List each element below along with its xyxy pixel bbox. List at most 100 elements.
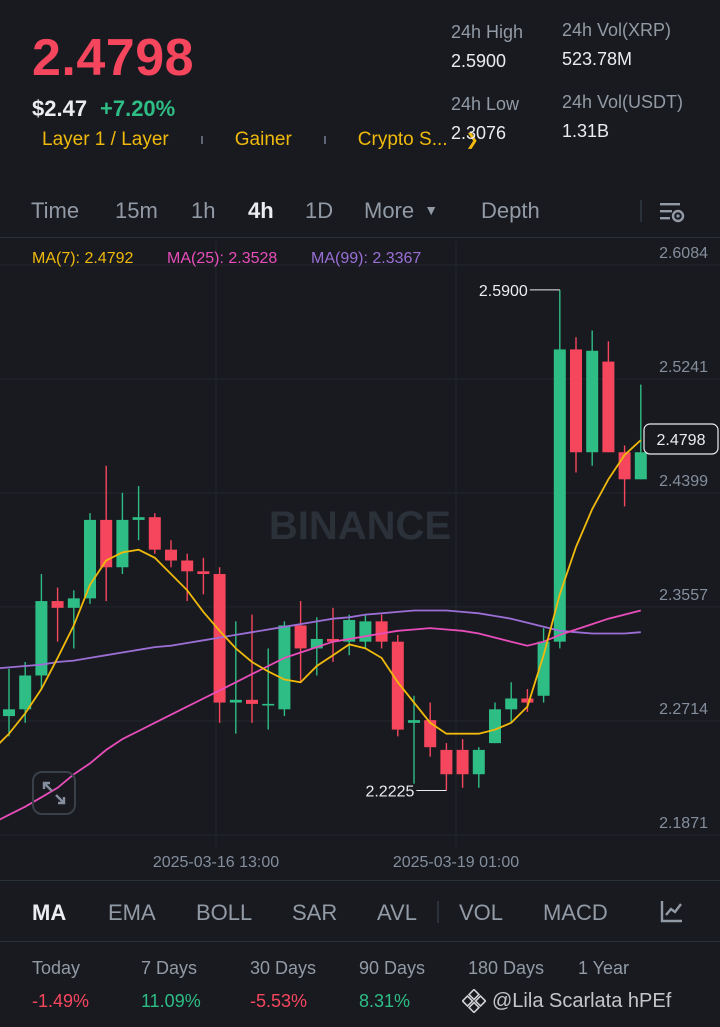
candle-body bbox=[634, 452, 647, 480]
candle-body bbox=[148, 517, 161, 550]
candle-body bbox=[262, 703, 275, 706]
candle-body bbox=[391, 641, 404, 730]
binance-logo-icon bbox=[462, 989, 486, 1013]
candle-body bbox=[278, 625, 291, 710]
perf-value-today: -1.49% bbox=[32, 991, 90, 1011]
chart-watermark: BINANCE bbox=[269, 504, 451, 548]
y-tick-label: 2.3557 bbox=[659, 587, 708, 604]
candle-body bbox=[181, 560, 194, 572]
tab-depth[interactable]: Depth bbox=[481, 198, 540, 223]
x-tick-label: 2025-03-16 13:00 bbox=[153, 854, 279, 871]
perf-label-today: Today bbox=[32, 958, 81, 978]
candle-body bbox=[310, 638, 323, 649]
candle-body bbox=[327, 638, 339, 642]
candle-body bbox=[19, 675, 32, 710]
candle-body bbox=[229, 699, 242, 703]
x-axis-labels: 2025-03-16 13:00 2025-03-19 01:00 bbox=[153, 854, 519, 871]
tag-separator bbox=[323, 136, 326, 144]
price-chart[interactable]: BINANCE MA(7): 2.4792 MA(25): 2.3528 MA(99… bbox=[0, 241, 720, 875]
candle-body bbox=[165, 549, 177, 561]
perf-label-1y: 1 Year bbox=[578, 958, 630, 978]
ma-legend-item: MA(25): 2.3528 bbox=[167, 250, 277, 267]
candle-body bbox=[408, 720, 420, 723]
candle-body bbox=[100, 519, 113, 568]
candle-body bbox=[132, 517, 145, 520]
y-axis-labels: 2.6084 2.5241 2.4399 2.3557 2.2714 2.1871 bbox=[659, 245, 708, 832]
candle-body bbox=[586, 350, 599, 453]
candle-body bbox=[51, 601, 64, 608]
ma99-line bbox=[0, 609, 641, 670]
high-marker-label: 2.5900 bbox=[479, 283, 528, 300]
perf-label-7d: 7 Days bbox=[141, 958, 198, 978]
tab-1h[interactable]: 1h bbox=[191, 198, 216, 223]
y-tick-label: 2.1871 bbox=[659, 815, 708, 832]
tag-gainer[interactable]: Gainer bbox=[234, 129, 292, 150]
tag-layer1[interactable]: Layer 1 / Layer bbox=[42, 129, 169, 150]
tab-time[interactable]: Time bbox=[31, 198, 80, 223]
indicator-bar: MA EMA BOLL SAR AVL VOL MACD bbox=[0, 880, 720, 942]
y-tick-label: 2.4399 bbox=[659, 473, 708, 490]
low-marker-label: 2.2225 bbox=[365, 783, 414, 800]
perf-label-30d: 30 Days bbox=[250, 958, 317, 978]
indicator-divider bbox=[437, 901, 439, 923]
candle-body bbox=[294, 625, 307, 649]
stat-high-value: 2.5900 bbox=[451, 51, 507, 71]
price-change-percent: +7.20% bbox=[100, 96, 176, 121]
candle-body bbox=[3, 709, 15, 717]
user-watermark: @Lila Scarlata hPEf bbox=[462, 989, 671, 1013]
stat-vol-usdt-label: 24h Vol(USDT) bbox=[562, 92, 684, 112]
perf-value-30d: -5.53% bbox=[250, 991, 308, 1011]
candle-body bbox=[440, 749, 453, 775]
tag-row: Layer 1 / Layer Gainer Crypto S... ❯ bbox=[42, 129, 479, 151]
ma-legend: MA(7): 2.4792 MA(25): 2.3528 MA(99): 2.336… bbox=[32, 250, 421, 267]
toolbar-divider bbox=[640, 200, 642, 222]
user-watermark-text: @Lila Scarlata hPEf bbox=[492, 989, 672, 1012]
candle-body bbox=[570, 349, 582, 453]
perf-value-7d: 11.09% bbox=[141, 991, 201, 1011]
candle-body bbox=[246, 699, 258, 704]
tab-more[interactable]: More ▼ bbox=[364, 198, 438, 224]
x-tick-label: 2025-03-19 01:00 bbox=[393, 854, 519, 871]
chart-settings-icon[interactable] bbox=[658, 198, 686, 231]
ma-legend-item: MA(7): 2.4792 bbox=[32, 250, 133, 267]
caret-down-icon: ▼ bbox=[424, 202, 439, 218]
candle-body bbox=[472, 749, 485, 775]
indicator-ema[interactable]: EMA bbox=[108, 900, 156, 925]
tag-crypto[interactable]: Crypto S... bbox=[357, 129, 448, 150]
stat-high-label: 24h High bbox=[451, 22, 524, 42]
indicator-sar[interactable]: SAR bbox=[292, 900, 338, 925]
indicator-boll[interactable]: BOLL bbox=[196, 900, 253, 925]
tab-1d[interactable]: 1D bbox=[305, 198, 334, 223]
candle-body bbox=[197, 571, 210, 575]
usd-price: $2.47 bbox=[32, 96, 88, 121]
y-tick-label: 2.2714 bbox=[659, 701, 708, 718]
candle-body bbox=[537, 641, 550, 696]
candle-body bbox=[343, 620, 356, 642]
candle-body bbox=[489, 709, 501, 744]
tab-15m[interactable]: 15m bbox=[115, 198, 158, 223]
candle-body bbox=[424, 720, 437, 748]
indicator-vol[interactable]: VOL bbox=[459, 900, 504, 925]
expand-icon bbox=[42, 781, 66, 805]
candle-body bbox=[35, 601, 48, 676]
indicator-macd[interactable]: MACD bbox=[543, 900, 608, 925]
tab-4h[interactable]: 4h bbox=[248, 198, 274, 223]
interval-toolbar: Time 15m 1h 4h 1D More ▼ Depth bbox=[0, 186, 720, 238]
ma-legend-item: MA(99): 2.3367 bbox=[311, 250, 421, 267]
indicator-ma[interactable]: MA bbox=[32, 900, 67, 925]
last-price: 2.4798 bbox=[32, 29, 195, 87]
expand-chart-button[interactable] bbox=[32, 771, 76, 815]
candle-body bbox=[375, 621, 388, 642]
stat-vol-usdt-value: 1.31B bbox=[562, 121, 610, 141]
stat-vol-xrp-value: 523.78M bbox=[562, 49, 633, 69]
chart-grid bbox=[0, 241, 720, 847]
ma-lines bbox=[0, 439, 642, 821]
candle-body bbox=[505, 698, 518, 710]
stat-low-label: 24h Low bbox=[451, 94, 520, 114]
candle-body bbox=[359, 621, 372, 642]
indicator-settings-icon[interactable] bbox=[658, 897, 686, 930]
chevron-right-icon[interactable]: ❯ bbox=[465, 132, 479, 149]
indicator-avl[interactable]: AVL bbox=[377, 900, 417, 925]
price-markers: 2.5900 2.2225 2.4798 bbox=[365, 283, 719, 800]
perf-label-180d: 180 Days bbox=[468, 958, 545, 978]
